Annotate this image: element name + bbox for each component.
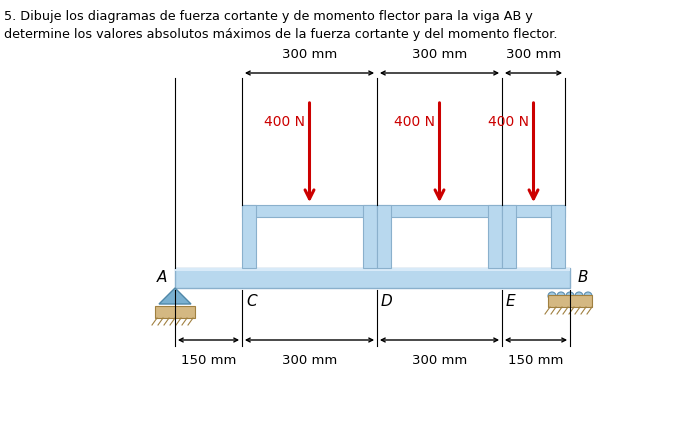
Circle shape: [557, 292, 565, 300]
Text: 300 mm: 300 mm: [282, 354, 337, 367]
FancyBboxPatch shape: [175, 268, 570, 288]
FancyBboxPatch shape: [242, 205, 256, 268]
FancyBboxPatch shape: [551, 205, 565, 268]
Text: 300 mm: 300 mm: [412, 48, 467, 61]
Text: 150 mm: 150 mm: [181, 354, 236, 367]
FancyBboxPatch shape: [548, 295, 592, 307]
FancyBboxPatch shape: [502, 205, 565, 217]
FancyBboxPatch shape: [502, 205, 516, 268]
FancyBboxPatch shape: [377, 205, 391, 268]
Text: 5. Dibuje los diagramas de fuerza cortante y de momento flector para la viga AB : 5. Dibuje los diagramas de fuerza cortan…: [4, 10, 533, 23]
Text: 300 mm: 300 mm: [412, 354, 467, 367]
Circle shape: [575, 292, 583, 300]
Text: A: A: [157, 271, 167, 285]
Text: C: C: [246, 294, 257, 309]
FancyBboxPatch shape: [363, 205, 377, 268]
Text: 300 mm: 300 mm: [282, 48, 337, 61]
Polygon shape: [159, 288, 191, 304]
Text: E: E: [506, 294, 516, 309]
Text: 400 N: 400 N: [263, 115, 304, 129]
FancyBboxPatch shape: [175, 268, 570, 271]
Text: determine los valores absolutos máximos de la fuerza cortante y del momento flec: determine los valores absolutos máximos …: [4, 28, 557, 41]
Text: 400 N: 400 N: [487, 115, 528, 129]
Text: 400 N: 400 N: [393, 115, 435, 129]
FancyBboxPatch shape: [377, 205, 502, 217]
Text: D: D: [381, 294, 393, 309]
FancyBboxPatch shape: [155, 306, 195, 318]
FancyBboxPatch shape: [488, 205, 502, 268]
FancyBboxPatch shape: [242, 205, 377, 217]
Text: B: B: [578, 271, 589, 285]
Circle shape: [548, 292, 556, 300]
Circle shape: [566, 292, 574, 300]
Circle shape: [584, 292, 592, 300]
Text: 150 mm: 150 mm: [508, 354, 564, 367]
Text: 300 mm: 300 mm: [506, 48, 561, 61]
